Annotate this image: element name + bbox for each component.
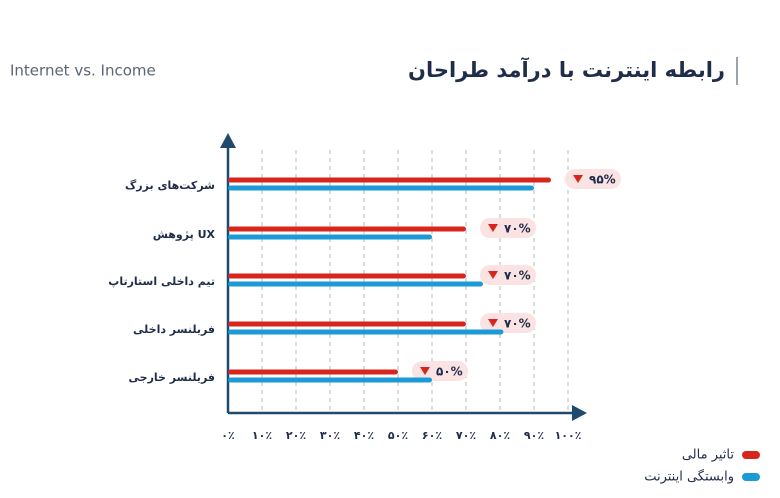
legend-label: تاثیر مالی <box>682 448 735 463</box>
value-label-arrow <box>488 271 498 279</box>
bar <box>228 226 466 232</box>
category-label: پژوهش UX <box>153 228 216 241</box>
bar <box>228 321 466 327</box>
bar <box>228 369 398 375</box>
x-tick-label: ۰٪ <box>221 429 234 442</box>
legend-swatch <box>742 451 760 459</box>
bar <box>228 234 432 240</box>
legend-swatch <box>742 473 760 481</box>
x-tick-label: ۳۰٪ <box>320 429 340 442</box>
x-tick-label: ۷۰٪ <box>456 429 476 442</box>
bar <box>228 177 551 183</box>
x-tick-label: ۱۰٪ <box>252 429 272 442</box>
bar <box>228 273 466 279</box>
category-label: فریلنسر خارجی <box>129 371 215 384</box>
legend-label: وابستگی اینترنت <box>644 469 734 485</box>
category-label: تیم داخلی استارتاپ <box>108 275 215 288</box>
value-label-arrow <box>488 224 498 232</box>
value-label: ۹۵% <box>589 173 616 187</box>
chart-title: رابطه اینترنت با درآمد طراحان <box>408 57 725 82</box>
x-axis-arrow <box>572 405 587 421</box>
value-label-arrow <box>488 319 498 327</box>
category-label: فریلنسر داخلی <box>133 323 215 336</box>
value-label-bg <box>480 265 536 285</box>
value-label-arrow <box>420 367 430 375</box>
chart-subtitle: Internet vs. Income <box>10 62 156 80</box>
y-axis-arrow <box>220 133 236 148</box>
x-tick-label: ۲۰٪ <box>286 429 306 442</box>
bar <box>228 329 504 335</box>
title-bar <box>736 57 738 85</box>
value-label-bg <box>480 313 536 333</box>
bar <box>228 281 483 287</box>
bar <box>228 185 534 191</box>
x-tick-label: ۶۰٪ <box>422 429 442 442</box>
category-label: شرکت‌های بزرگ <box>125 178 215 192</box>
x-tick-label: ۸۰٪ <box>490 429 510 442</box>
value-label-bg <box>565 169 621 189</box>
value-label: ۷۰% <box>504 317 531 331</box>
x-tick-label: ۹۰٪ <box>524 429 544 442</box>
bar <box>228 377 432 383</box>
value-label-bg <box>412 361 468 381</box>
value-label-arrow <box>573 175 583 183</box>
value-label: ۷۰% <box>504 222 531 236</box>
value-label-bg <box>480 218 536 238</box>
value-label: ۷۰% <box>504 269 531 283</box>
x-tick-label: ۵۰٪ <box>388 429 408 442</box>
value-label: ۵۰% <box>436 365 463 379</box>
x-tick-label: ۴۰٪ <box>354 429 374 442</box>
x-tick-label: ۱۰۰٪ <box>555 429 582 442</box>
